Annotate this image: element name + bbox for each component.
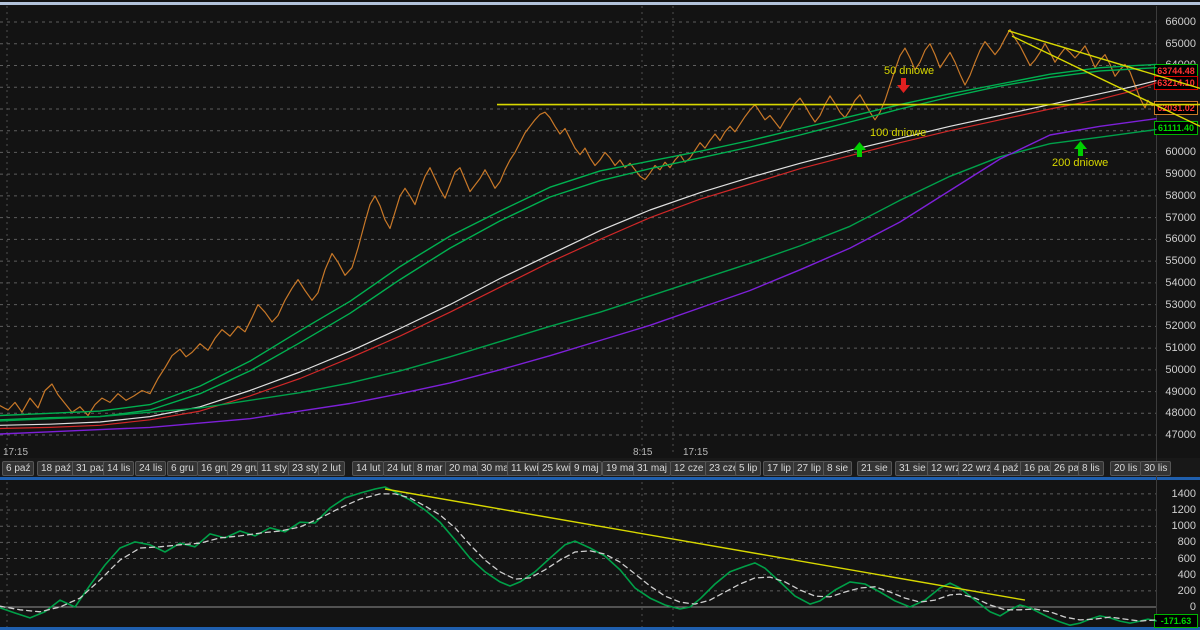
date-tick: 31 maj	[633, 461, 672, 476]
date-tick: 2 lut	[318, 461, 345, 476]
series-ma-green-fast-1	[0, 63, 1157, 417]
up-arrow-icon	[853, 142, 866, 157]
series-ma-red	[0, 82, 1157, 430]
window-bottom-border	[0, 627, 1200, 630]
series-oscillator-signal	[0, 493, 1157, 622]
down-arrow-icon	[897, 78, 910, 93]
y-axis-tick: 400	[1177, 568, 1196, 581]
annotation-50-day: 50 dniowe	[884, 65, 935, 77]
y-axis-tick: 52000	[1165, 320, 1196, 333]
oscillator-trendline	[384, 488, 1026, 601]
series-price	[0, 29, 1157, 417]
date-tick: 18 paź	[37, 461, 76, 476]
y-axis-tick: 51000	[1165, 342, 1196, 355]
y-axis-tick: 200	[1177, 584, 1196, 597]
annotation-100-day: 100 dniowe	[870, 127, 927, 139]
date-tick: 4 paź	[990, 461, 1023, 476]
y-axis-tick: 53000	[1165, 298, 1196, 311]
y-axis-tick: 55000	[1165, 255, 1196, 268]
date-tick: 8 sie	[823, 461, 853, 476]
y-axis-tick: 48000	[1165, 407, 1196, 420]
y-axis-tick: 1000	[1171, 520, 1196, 533]
y-axis-tick: 57000	[1165, 211, 1196, 224]
window-top-border	[0, 2, 1200, 5]
y-axis-tick: 1200	[1171, 504, 1196, 517]
y-axis-tick: 0	[1189, 600, 1196, 613]
date-tick: 31 paź	[72, 461, 111, 476]
date-tick: 30 lis	[1140, 461, 1172, 476]
date-tick: 22 wrz	[958, 461, 996, 476]
series-ma-green-slow	[0, 128, 1157, 422]
date-tick: 6 paź	[2, 461, 35, 476]
date-tick: 27 lip	[793, 461, 825, 476]
price-axis-separator	[1156, 6, 1157, 627]
descending-trendline-lower	[1011, 35, 1200, 127]
time-label: 17:15	[3, 447, 29, 458]
series-oscillator-main	[0, 486, 1157, 627]
date-tick: 23 cze	[705, 461, 743, 476]
y-axis-tick: 65000	[1165, 37, 1196, 50]
y-axis-tick: 600	[1177, 552, 1196, 565]
series-ma-green-fast-2	[0, 66, 1157, 421]
y-axis-tick: 59000	[1165, 168, 1196, 181]
up-arrow-icon	[1074, 141, 1087, 156]
y-axis-tick: 56000	[1165, 233, 1196, 246]
y-axis-tick: 47000	[1165, 429, 1196, 442]
date-tick: 14 lis	[103, 461, 135, 476]
date-tick: 11 sty	[257, 461, 291, 476]
y-axis-tick: 50000	[1165, 363, 1196, 376]
date-tick: 8 lis	[1078, 461, 1104, 476]
y-axis-tick: 54000	[1165, 276, 1196, 289]
price-label: 63214.10	[1154, 75, 1198, 90]
y-axis-tick: 66000	[1165, 16, 1196, 28]
date-tick: 5 lip	[735, 461, 762, 476]
y-axis-tick: 58000	[1165, 189, 1196, 202]
date-tick: 17 lip	[763, 461, 795, 476]
date-tick: 21 sie	[857, 461, 892, 476]
descending-trendline-upper	[1007, 30, 1200, 89]
date-tick: 19 maj	[602, 461, 641, 476]
date-tick: 30 mar	[477, 461, 517, 476]
series-ma-purple	[0, 117, 1157, 435]
time-label: 17:15	[683, 447, 709, 458]
date-tick: 9 maj	[570, 461, 603, 476]
y-axis-tick: 49000	[1165, 385, 1196, 398]
y-axis-tick: 1400	[1171, 487, 1196, 500]
date-tick: 24 lis	[135, 461, 167, 476]
series-ma-white	[0, 80, 1157, 426]
annotation-200-day: 200 dniowe	[1052, 157, 1109, 169]
y-axis-tick: 60000	[1165, 146, 1196, 159]
y-axis-tick: 800	[1177, 536, 1196, 549]
price-label: 61111.40	[1154, 121, 1198, 136]
panel-separator	[0, 477, 1200, 480]
date-tick: 23 sty	[288, 461, 323, 476]
time-label: 8:15	[633, 447, 653, 458]
date-tick: 29 gru	[227, 461, 264, 476]
